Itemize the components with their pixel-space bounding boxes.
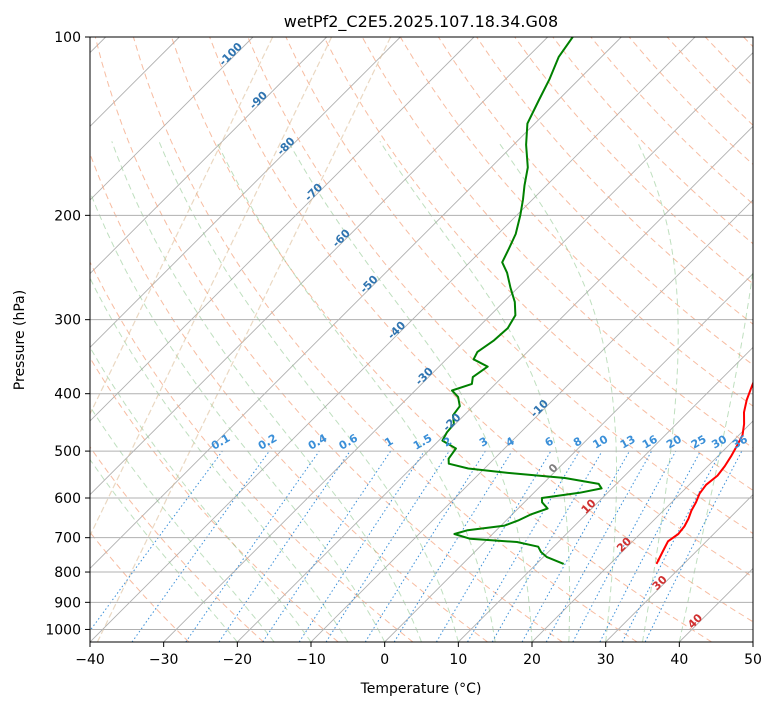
mixing-ratio-line <box>325 450 450 642</box>
isotherm-line <box>531 420 753 642</box>
mixing-ratio-line <box>185 450 320 642</box>
x-tick-label: −30 <box>149 652 179 668</box>
y-tick-label: 400 <box>54 387 81 403</box>
x-tick-label: 40 <box>670 652 688 668</box>
dry-adiabat <box>90 260 414 642</box>
y-axis-label: Pressure (hPa) <box>12 290 28 390</box>
chart-title: wetPf2_C2E5.2025.107.18.34.G08 <box>284 12 558 32</box>
dry-adiabat <box>90 356 339 642</box>
mixing-ratio-line <box>262 450 392 642</box>
reference-curve <box>90 37 333 538</box>
isotherm-line <box>90 37 548 496</box>
x-tick-label: 30 <box>597 652 615 668</box>
dry-adiabat <box>514 37 753 285</box>
x-tick-label: 50 <box>744 652 762 668</box>
plot-frame <box>89 36 754 643</box>
y-tick-label: 500 <box>54 444 81 460</box>
dry-adiabat <box>132 37 638 642</box>
isotherm-line <box>163 52 753 642</box>
x-tick-label: 20 <box>523 652 541 668</box>
reference-curve <box>96 37 392 642</box>
y-tick-label: 900 <box>54 595 81 611</box>
isotherm-line <box>384 273 753 642</box>
temperature-profile <box>655 380 753 565</box>
isotherm-line <box>605 494 753 642</box>
y-tick-label: 100 <box>54 30 81 46</box>
isotherm-line <box>237 125 753 642</box>
x-tick-label: 10 <box>449 652 467 668</box>
isotherm-line <box>90 37 401 348</box>
y-tick-label: 300 <box>54 313 81 329</box>
mixing-ratio-line <box>572 450 677 642</box>
y-tick-label: 600 <box>54 491 81 507</box>
pressure-grid <box>90 37 753 630</box>
dry-adiabat <box>209 37 753 623</box>
isotherm-line <box>90 37 475 422</box>
x-axis-ticks: −40 −30 −20 −10 0 10 20 30 40 50 <box>75 642 762 668</box>
dry-adiabat <box>171 37 712 642</box>
mixing-ratio-line <box>644 450 743 642</box>
isotherm-line <box>90 37 254 201</box>
x-tick-label: 0 <box>380 652 389 668</box>
dry-adiabat <box>476 37 753 325</box>
mixing-ratio-line <box>393 450 513 642</box>
mixing-ratio-line <box>521 450 630 642</box>
isotherm-line <box>90 37 327 275</box>
x-tick-label: −20 <box>223 652 253 668</box>
y-tick-label: 200 <box>54 208 81 224</box>
mixing-ratio-line <box>545 450 653 642</box>
reference-curve <box>90 37 274 416</box>
isotherm-line <box>458 346 753 642</box>
y-axis-ticks: 100 200 300 400 500 600 700 800 900 1000 <box>45 30 90 638</box>
dry-adiabat <box>94 37 563 642</box>
x-tick-label: −40 <box>75 652 105 668</box>
x-axis-label: Temperature (°C) <box>360 681 482 697</box>
dry-adiabat <box>90 446 264 642</box>
y-tick-label: 800 <box>54 565 81 581</box>
isotherm-line <box>90 37 622 569</box>
dry-adiabat <box>285 37 753 535</box>
mixing-ratio-line <box>90 450 223 632</box>
y-tick-label: 700 <box>54 531 81 547</box>
dewpoint-profile <box>441 37 603 565</box>
dry-adiabat <box>247 37 753 578</box>
profiles <box>441 37 753 565</box>
mixing-ratio-line <box>298 450 425 642</box>
dry-adiabat <box>323 37 753 491</box>
y-tick-label: 1000 <box>45 622 81 638</box>
mixing-ratio-line <box>218 450 351 642</box>
x-tick-label: −10 <box>296 652 326 668</box>
mixing-ratio-line <box>131 450 270 642</box>
